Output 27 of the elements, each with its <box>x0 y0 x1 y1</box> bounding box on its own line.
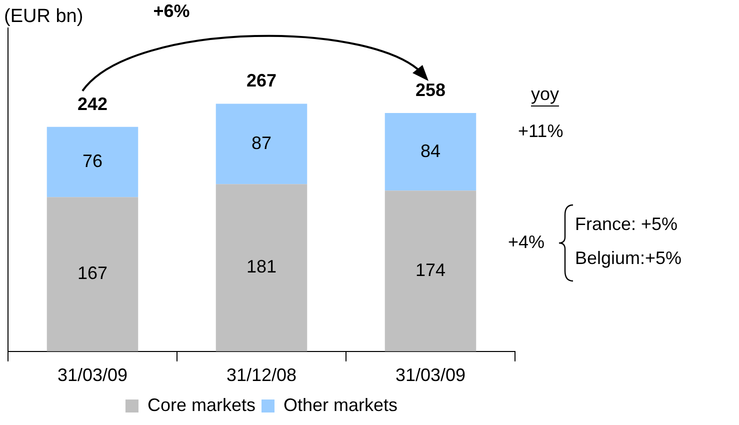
bar <box>46 126 138 198</box>
legend-label: Other markets <box>284 394 398 415</box>
bar <box>46 197 138 352</box>
data-label: 87 <box>251 132 272 153</box>
data-label: 84 <box>420 140 441 161</box>
bar <box>384 190 476 352</box>
x-tick-label: 31/12/08 <box>226 365 297 386</box>
text: France: +5% <box>575 214 678 234</box>
x-tick-label: 31/03/09 <box>57 365 128 386</box>
x-tick-label: 31/03/09 <box>395 365 466 386</box>
total-label: 258 <box>415 80 446 100</box>
bar <box>216 104 308 184</box>
text: +11% <box>518 120 564 141</box>
text: Belgium:+5% <box>575 248 682 268</box>
legend-label: Core markets <box>147 394 256 415</box>
bar <box>216 184 308 352</box>
data-label: 76 <box>82 150 103 171</box>
total-label: 267 <box>246 70 277 91</box>
data-label: 181 <box>246 256 277 277</box>
data-label: 174 <box>415 260 446 280</box>
data-label: 167 <box>77 263 108 284</box>
bar <box>384 113 476 191</box>
text: yoy <box>530 84 560 104</box>
annotation: +4% <box>508 232 545 252</box>
text: +6% <box>153 0 190 21</box>
y-axis-title: (EUR bn) <box>4 6 84 28</box>
total-label: 242 <box>77 94 108 114</box>
